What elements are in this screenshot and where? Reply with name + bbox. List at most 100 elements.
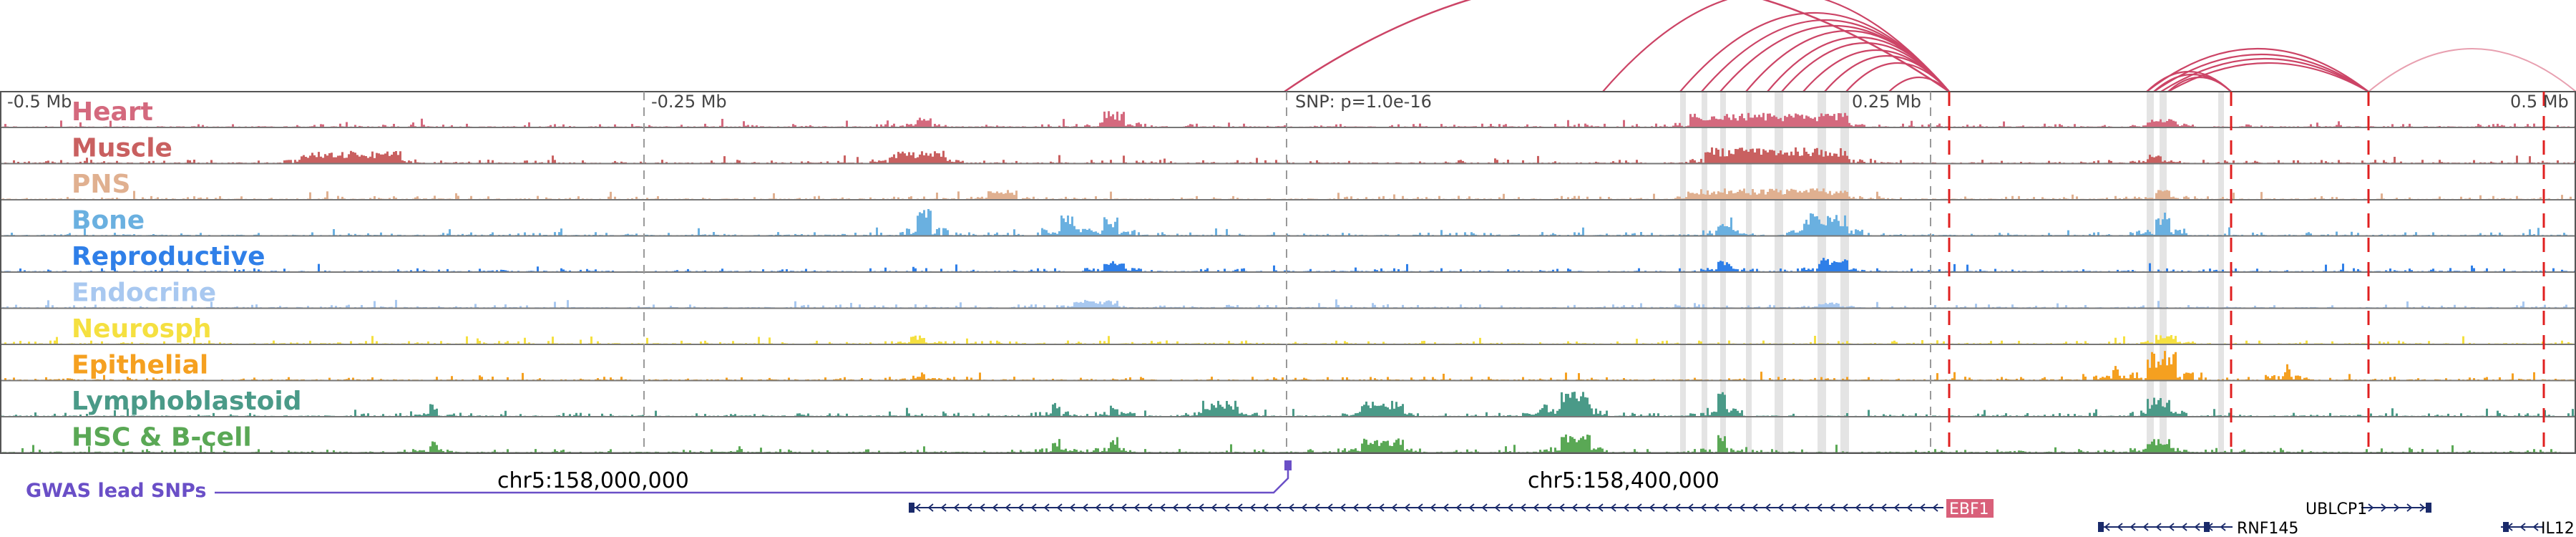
exon (2098, 522, 2104, 532)
strand-arrow (2394, 503, 2400, 512)
strand-arrow (1082, 503, 1088, 512)
strand-arrow (1455, 503, 1462, 512)
strand-arrow (1108, 503, 1114, 512)
strand-arrow (1314, 503, 1320, 512)
signal-reproductive (0, 258, 2576, 272)
strand-arrow (2406, 503, 2413, 512)
chromatin-loops (1284, 0, 2576, 93)
track-lymphoblastoid (0, 392, 2576, 417)
signal-heart (0, 111, 2576, 127)
gwas-track-label: GWAS lead SNPs (26, 480, 206, 502)
strand-arrow (992, 503, 998, 512)
strand-arrow (1893, 503, 1900, 512)
strand-arrow (914, 503, 921, 512)
track-label-epithelial: Epithelial (72, 351, 208, 380)
strand-arrow (2532, 523, 2539, 531)
coordinate-label-158000000: chr5:158,000,000 (497, 468, 689, 493)
strand-arrow (1236, 503, 1243, 512)
loop-arc (2167, 77, 2232, 92)
strand-arrow (1211, 503, 1217, 512)
strand-arrow (1726, 503, 1732, 512)
loop-arc (2153, 54, 2369, 92)
strand-arrow (1520, 503, 1526, 512)
track-labels: Heart Muscle PNS Bone Reproductive Endocrine N… (72, 97, 302, 453)
strand-arrow (1494, 503, 1501, 512)
strand-arrow (966, 503, 972, 512)
strand-arrow (1597, 503, 1604, 512)
strand-arrow (1172, 503, 1179, 512)
loop-arc (2167, 62, 2369, 92)
strand-arrow (2142, 523, 2149, 531)
signal-epithelial (0, 351, 2576, 380)
track-label-bone: Bone (72, 206, 145, 236)
annotation-area: chr5:158,000,000 chr5:158,400,000 GWAS l… (26, 460, 2575, 537)
gene-label-rnf145: RNF145 (2237, 520, 2298, 537)
strand-arrow (1288, 503, 1294, 512)
axis-label-minus-0.25mb: -0.25 Mb (651, 92, 727, 112)
strand-arrow (979, 503, 985, 512)
signal-hsc (0, 434, 2576, 453)
gene-label-il12: IL12 (2541, 520, 2575, 537)
gwas-lead-snp-marker (1284, 460, 1292, 470)
track-reproductive (0, 258, 2576, 273)
strand-arrow (1301, 503, 1307, 512)
strand-arrow (1765, 503, 1771, 512)
exon (909, 503, 914, 513)
axis-label-plus-0.5mb: 0.5 Mb (2510, 92, 2569, 112)
strand-arrow (1121, 503, 1127, 512)
strand-arrow (1868, 503, 1874, 512)
exon (2503, 522, 2509, 532)
strand-arrow (2129, 523, 2136, 531)
strand-arrow (1224, 503, 1230, 512)
signal-pns (0, 188, 2576, 200)
loop-arc (1602, 0, 1950, 92)
strand-arrow (1030, 503, 1037, 512)
coordinate-label-158400000: chr5:158,400,000 (1528, 468, 1719, 493)
strand-arrow (1855, 503, 1861, 512)
strand-arrow (2368, 503, 2374, 512)
track-neurosph (0, 334, 2576, 345)
strand-arrow (1777, 503, 1784, 512)
strand-arrow (1198, 503, 1204, 512)
ebf1-gene-highlight-box (1946, 499, 1994, 518)
strand-arrow (1507, 503, 1513, 512)
strand-arrow (1249, 503, 1256, 512)
strand-arrow (1378, 503, 1385, 512)
strand-arrow (1919, 503, 1926, 512)
strand-arrow (1327, 503, 1333, 512)
signal-lymphoblastoid (0, 392, 2576, 417)
strand-arrow (1571, 503, 1578, 512)
strand-arrow (1700, 503, 1707, 512)
signal-muscle (0, 147, 2576, 163)
strand-arrow (1932, 503, 1938, 512)
gene-label-ublcp1: UBLCP1 (2306, 500, 2367, 518)
strand-arrow (1404, 503, 1410, 512)
track-label-hsc: HSC & B-cell (72, 423, 252, 453)
strand-arrow (1662, 503, 1668, 512)
highlight-overlay (0, 91, 2576, 454)
strand-arrow (1018, 503, 1024, 512)
strand-arrow (1558, 503, 1565, 512)
strand-arrow (2220, 523, 2226, 531)
strand-arrow (1365, 503, 1372, 512)
strand-arrow (1185, 503, 1191, 512)
strand-arrow (1262, 503, 1269, 512)
loop-arc (1284, 0, 1950, 93)
strand-arrow (1275, 503, 1282, 512)
strand-arrow (2168, 523, 2175, 531)
strand-arrow (1533, 503, 1539, 512)
strand-arrow (1842, 503, 1848, 512)
strand-arrow (1649, 503, 1655, 512)
gene-annotations (909, 503, 2544, 532)
strand-arrow (2381, 503, 2387, 512)
strand-arrow (1674, 503, 1681, 512)
strand-arrow (2419, 503, 2426, 512)
strand-arrow (2519, 523, 2526, 531)
loop-arc (1888, 77, 1950, 92)
track-frame (0, 91, 2576, 454)
strand-arrow (940, 503, 947, 512)
strand-arrow (1133, 503, 1140, 512)
track-epithelial (0, 351, 2576, 382)
loop-arc (2146, 47, 2369, 92)
